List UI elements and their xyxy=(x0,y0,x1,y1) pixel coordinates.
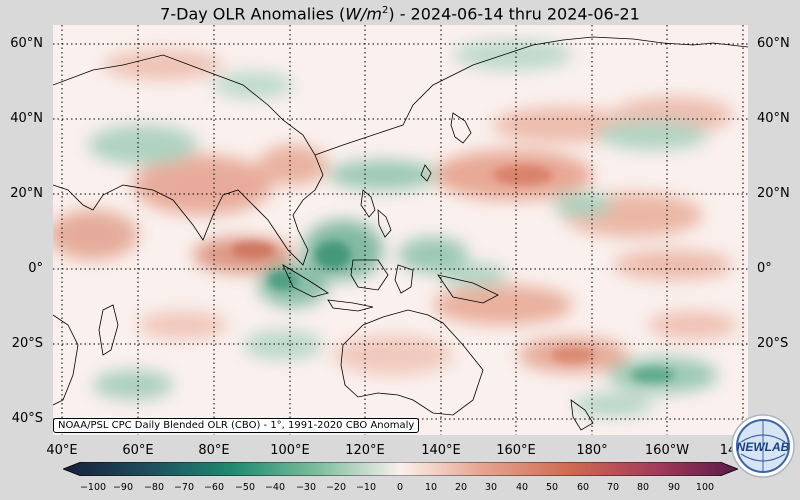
lon-label: 180° xyxy=(576,443,608,458)
colorbar-tick: 70 xyxy=(606,482,620,493)
title-units-var: W/m xyxy=(345,4,382,24)
colorbar-tick: 100 xyxy=(695,482,715,493)
lon-label: 60°E xyxy=(122,443,154,458)
lat-label-left: 40°S xyxy=(11,411,43,426)
lat-label-right: 0° xyxy=(757,261,772,276)
lat-label-left: 20°N xyxy=(10,186,43,201)
colorbar-tick: 40 xyxy=(515,482,529,493)
colorbar-tick: −10 xyxy=(355,482,377,493)
colorbar-tick: 20 xyxy=(454,482,468,493)
lat-label-right: 20°S xyxy=(757,336,789,351)
anomaly-field xyxy=(53,40,738,417)
lon-label: 100°E xyxy=(270,443,310,458)
colorbar-tick: 30 xyxy=(484,482,498,493)
lon-label: 160°W xyxy=(644,443,690,458)
colorbar-tick: −60 xyxy=(203,482,225,493)
colorbar-tick: −20 xyxy=(325,482,347,493)
colorbar-tick: 50 xyxy=(545,482,559,493)
colorbar-tick: −90 xyxy=(112,482,134,493)
colorbar-tick: −50 xyxy=(234,482,256,493)
colorbar-tick: −30 xyxy=(295,482,317,493)
colorbar-tick: −70 xyxy=(173,482,195,493)
lat-label-right: 20°N xyxy=(757,186,790,201)
colorbar xyxy=(63,462,738,476)
olr-anomaly-map xyxy=(53,25,748,435)
lat-label-left: 0° xyxy=(28,261,43,276)
colorbar-tick: −100 xyxy=(79,482,107,493)
lon-label: 140°E xyxy=(421,443,461,458)
colorbar-tick: −40 xyxy=(264,482,286,493)
lat-label-left: 20°S xyxy=(11,336,43,351)
title-units-exp: 2 xyxy=(381,5,389,16)
colorbar-tick: 10 xyxy=(424,482,438,493)
title-main: 7-Day OLR Anomalies ( xyxy=(160,4,346,24)
lon-label: 40°E xyxy=(46,443,78,458)
colorbar-tick: 80 xyxy=(636,482,650,493)
lat-label-left: 40°N xyxy=(10,111,43,126)
colorbar-tick: 90 xyxy=(667,482,681,493)
anomaly-cores xyxy=(231,165,675,383)
lat-label-left: 60°N xyxy=(10,36,43,51)
lon-label: 160°E xyxy=(496,443,536,458)
lon-label: 80°E xyxy=(198,443,230,458)
lon-label: 120°E xyxy=(345,443,385,458)
coastlines xyxy=(53,36,748,431)
newlab-logo: NEWLAB xyxy=(731,414,795,478)
colorbar-tick: 60 xyxy=(576,482,590,493)
chart-title: 7-Day OLR Anomalies (W/m2) - 2024-06-14 … xyxy=(0,0,800,25)
source-label: NOAA/PSL CPC Daily Blended OLR (CBO) - 1… xyxy=(53,418,420,433)
colorbar-tick: 0 xyxy=(396,482,404,493)
colorbar-tick: −80 xyxy=(143,482,165,493)
logo-text: NEWLAB xyxy=(737,440,790,454)
colorbar-body xyxy=(63,462,738,476)
lat-label-right: 60°N xyxy=(757,36,790,51)
title-rest: ) - 2024-06-14 thru 2024-06-21 xyxy=(388,4,640,24)
lat-label-right: 40°N xyxy=(757,111,790,126)
